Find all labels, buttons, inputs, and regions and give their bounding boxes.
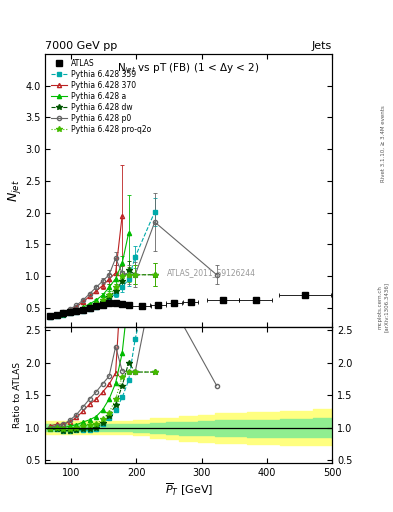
Text: Rivet 3.1.10, ≥ 3.4M events: Rivet 3.1.10, ≥ 3.4M events [381, 105, 386, 182]
Legend: ATLAS, Pythia 6.428 359, Pythia 6.428 370, Pythia 6.428 a, Pythia 6.428 dw, Pyth: ATLAS, Pythia 6.428 359, Pythia 6.428 37… [49, 57, 153, 135]
Y-axis label: $N_{jet}$: $N_{jet}$ [6, 179, 24, 202]
Text: mcplots.cern.ch
[arXiv:1306.3436]: mcplots.cern.ch [arXiv:1306.3436] [378, 282, 389, 332]
Text: 7000 GeV pp: 7000 GeV pp [45, 41, 118, 51]
Text: ATLAS_2011_S9126244: ATLAS_2011_S9126244 [167, 268, 256, 276]
Y-axis label: Ratio to ATLAS: Ratio to ATLAS [13, 362, 22, 428]
Text: N$_{jet}$ vs pT (FB) (1 < $\Delta$y < 2): N$_{jet}$ vs pT (FB) (1 < $\Delta$y < 2) [118, 62, 260, 76]
X-axis label: $\overline{P}_{T}$ [GeV]: $\overline{P}_{T}$ [GeV] [165, 481, 213, 498]
Text: Jets: Jets [312, 41, 332, 51]
